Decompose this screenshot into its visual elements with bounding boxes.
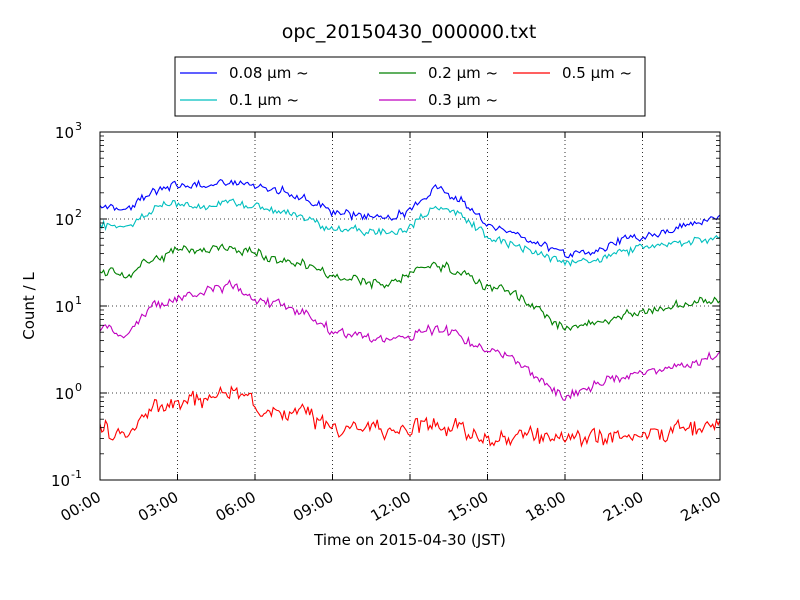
y-axis-label: Count / L <box>20 272 38 340</box>
legend-label: 0.5 μm ~ <box>562 64 632 82</box>
y-tick-label: 100 <box>55 381 82 403</box>
axis-ticks <box>99 131 721 481</box>
legend-box <box>174 56 646 117</box>
y-tick-exponent: 2 <box>75 207 82 220</box>
legend-label: 0.08 μm ~ <box>229 64 309 82</box>
legend: 0.08 μm ~ 0.1 μm ~ 0.2 μm ~ 0.3 μm ~ 0.5 μm … <box>174 56 646 117</box>
series-line <box>99 279 721 401</box>
series-lines <box>99 178 721 448</box>
y-tick-exponent: -1 <box>71 468 82 481</box>
x-axis-label: Time on 2015-04-30 (JST) <box>313 531 506 549</box>
series-line <box>99 178 721 259</box>
plot-area <box>99 131 721 481</box>
legend-label: 0.1 μm ~ <box>229 91 299 109</box>
y-tick-label: 10-1 <box>51 468 82 490</box>
y-tick-exponent: 1 <box>75 294 82 307</box>
y-tick-exponent: 0 <box>75 381 82 394</box>
legend-label: 0.2 μm ~ <box>428 64 498 82</box>
series-line <box>99 385 721 448</box>
chart-title: opc_20150430_000000.txt <box>282 21 537 43</box>
y-tick-label: 101 <box>55 294 82 316</box>
y-tick-label: 102 <box>55 207 82 229</box>
legend-label: 0.3 μm ~ <box>428 91 498 109</box>
y-tick-label: 103 <box>55 120 82 142</box>
series-line <box>99 198 721 268</box>
grid <box>100 132 720 480</box>
y-tick-exponent: 3 <box>75 120 82 133</box>
series-line <box>99 243 721 331</box>
